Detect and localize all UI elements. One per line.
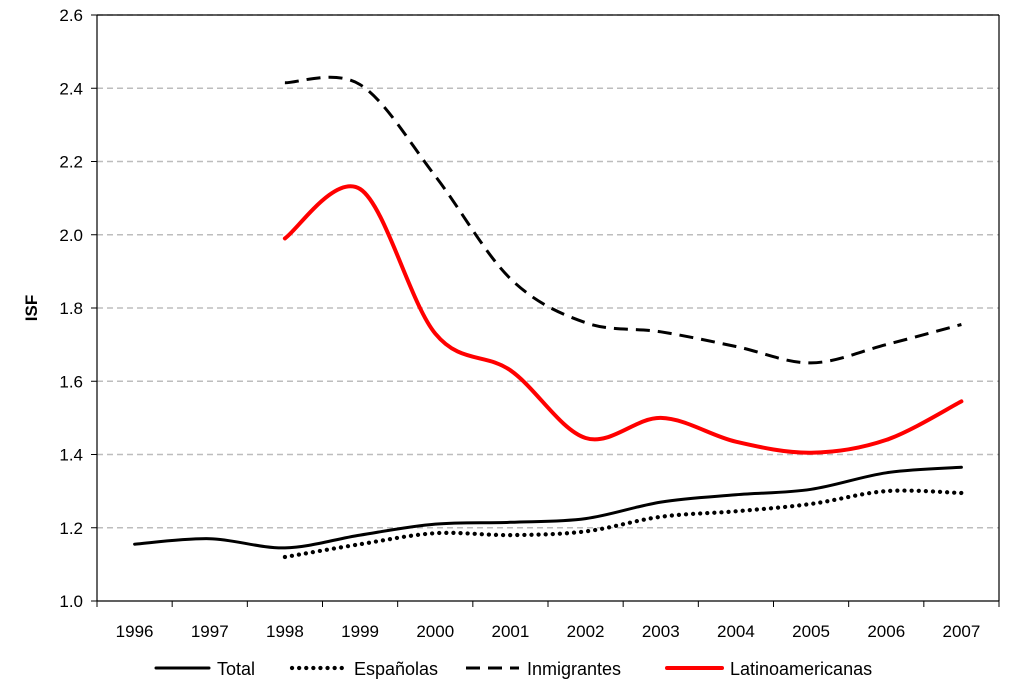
y-tick-label: 1.6 [59, 372, 83, 391]
series-line-inmigrantes [284, 75, 962, 365]
y-tick-label: 1.0 [59, 592, 83, 611]
y-tick-label: 2.2 [59, 153, 83, 172]
y-tick-label: 2.0 [59, 226, 83, 245]
x-tick-label: 1999 [341, 622, 379, 641]
y-tick-label: 2.6 [59, 6, 83, 25]
x-tick-label: 2007 [943, 622, 981, 641]
y-tick-label: 2.4 [59, 79, 83, 98]
legend: Total Españolas Inmigrantes Latinoamericana… [154, 659, 872, 679]
series-line-total [133, 465, 963, 550]
series-lines [133, 75, 964, 560]
y-axis-title: ISF [22, 295, 41, 321]
series-line-espa-olas [282, 488, 964, 560]
x-tick-label: 2000 [416, 622, 454, 641]
x-tick-label: 2003 [642, 622, 680, 641]
legend-label: Latinoamericanas [730, 659, 872, 679]
x-tick-label: 2002 [567, 622, 605, 641]
legend-label: Españolas [354, 659, 438, 679]
gridlines [97, 14, 999, 529]
x-tick-label: 2005 [792, 622, 830, 641]
x-tick-label: 1996 [116, 622, 154, 641]
y-tick-label: 1.8 [59, 299, 83, 318]
x-tick-label: 1997 [191, 622, 229, 641]
y-tick-label: 1.2 [59, 519, 83, 538]
y-tick-label: 1.4 [59, 446, 83, 465]
series-line-latinoamericanas [282, 184, 964, 455]
axes [91, 14, 1000, 607]
x-tick-label: 1998 [266, 622, 304, 641]
x-tick-label: 2001 [492, 622, 530, 641]
x-tick-label: 2006 [867, 622, 905, 641]
legend-label: Inmigrantes [527, 659, 621, 679]
tick-labels: 1.0 1.2 1.4 1.6 1.8 2.0 2.2 2.4 2.6 1996 1997 1998 1… [59, 6, 980, 641]
x-tick-label: 2004 [717, 622, 755, 641]
legend-label: Total [217, 659, 255, 679]
